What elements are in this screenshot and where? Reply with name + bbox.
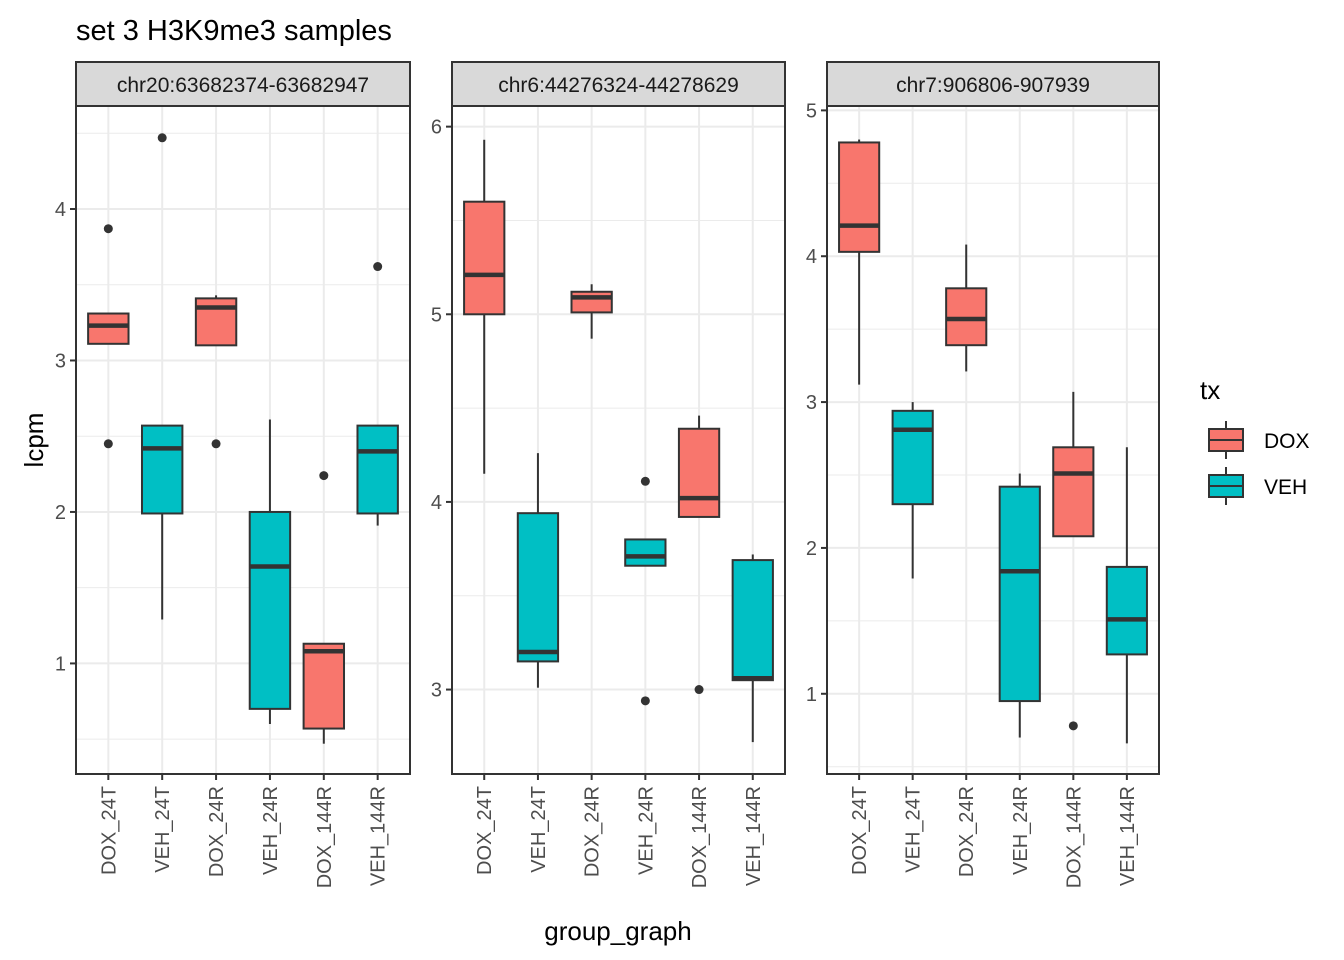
facet-panels: chr20:63682374-63682947 1 2 3 4 DOX_24T VEH_24… xyxy=(55,61,1160,888)
box-veh-144r xyxy=(356,262,399,526)
box-dox-24t xyxy=(463,139,506,474)
facet-strip-label: chr7:906806-907939 xyxy=(896,74,1090,97)
legend-entry-veh: VEH xyxy=(1208,467,1307,505)
box-iqr xyxy=(463,200,506,316)
x-tick-label: VEH_144R xyxy=(1117,786,1139,886)
x-tick-label: VEH_24R xyxy=(260,786,282,875)
box-veh-24t xyxy=(140,133,184,620)
outlier-point xyxy=(694,685,704,695)
x-tick-label: VEH_24T xyxy=(903,786,925,873)
box-iqr xyxy=(677,427,721,518)
box-dox-144r xyxy=(677,415,721,695)
y-tick-label: 2 xyxy=(806,538,817,560)
x-tick-label: DOX_24T xyxy=(849,786,871,875)
legend-title: tx xyxy=(1200,375,1220,405)
box-iqr xyxy=(891,409,934,506)
y-tick-label: 1 xyxy=(806,684,817,706)
facet-strip xyxy=(826,61,1160,107)
y-tick-label: 4 xyxy=(55,199,66,221)
box-veh-24r xyxy=(624,476,667,706)
box-dox-24t xyxy=(87,224,130,449)
x-tick-label: DOX_24R xyxy=(956,786,978,877)
x-tick-label: VEH_144R xyxy=(368,786,390,886)
box-dox-24t xyxy=(838,139,881,385)
facet-strip xyxy=(451,61,786,107)
box-veh-24r xyxy=(998,473,1041,738)
y-tick-label: 3 xyxy=(431,680,442,702)
box-dox-144r xyxy=(302,471,346,744)
panel-background xyxy=(827,106,1159,774)
x-tick-label: DOX_24R xyxy=(206,786,228,877)
box-iqr xyxy=(140,424,184,515)
box-dox-24r xyxy=(194,295,238,449)
box-iqr xyxy=(248,510,292,710)
y-axis-title: lcpm xyxy=(19,413,49,468)
legend: tx DOX VEH xyxy=(1200,375,1310,505)
x-tick-label: VEH_144R xyxy=(743,786,765,886)
outlier-point xyxy=(1068,721,1078,731)
box-dox-24r xyxy=(945,244,988,372)
outlier-point xyxy=(373,262,383,272)
x-tick-label: DOX_144R xyxy=(1063,786,1085,888)
x-tick-label: DOX_24T xyxy=(474,786,496,875)
y-tick-label: 1 xyxy=(55,653,66,675)
y-tick-label: 3 xyxy=(806,392,817,414)
box-veh-24r xyxy=(248,419,292,725)
panel-background xyxy=(452,106,785,774)
box-veh-144r xyxy=(731,554,774,743)
x-tick-label: DOX_144R xyxy=(689,786,711,888)
box-iqr xyxy=(516,512,560,663)
y-tick-label: 5 xyxy=(806,100,817,122)
outlier-point xyxy=(640,476,650,486)
legend-entry-dox: DOX xyxy=(1208,421,1310,459)
y-tick-label: 4 xyxy=(806,246,817,268)
box-iqr xyxy=(1052,446,1095,538)
box-iqr xyxy=(87,312,130,345)
y-tick-label: 3 xyxy=(55,350,66,372)
x-tick-label: DOX_24R xyxy=(582,786,604,877)
facet-panel: chr7:906806-907939 1 2 3 4 5 DOX_24T VEH_24T DOX… xyxy=(806,61,1160,888)
facet-panel: chr20:63682374-63682947 1 2 3 4 DOX_24T VEH_24… xyxy=(55,61,411,888)
box-veh-144r xyxy=(1105,447,1148,744)
x-tick-label: DOX_24T xyxy=(98,786,120,875)
outlier-point xyxy=(103,224,113,234)
legend-label: VEH xyxy=(1264,476,1307,499)
outlier-point xyxy=(103,439,113,449)
y-tick-label: 4 xyxy=(431,492,442,514)
box-iqr xyxy=(731,559,774,682)
facet-strip-label: chr20:63682374-63682947 xyxy=(117,74,369,97)
box-iqr xyxy=(356,424,399,515)
x-tick-label: VEH_24R xyxy=(635,786,657,875)
facet-strip-label: chr6:44276324-44278629 xyxy=(498,74,739,97)
box-iqr xyxy=(570,290,613,314)
x-tick-label: VEH_24T xyxy=(528,786,550,873)
facet-strip xyxy=(75,61,411,107)
box-veh-24t xyxy=(516,453,560,688)
x-tick-label: VEH_24R xyxy=(1010,786,1032,875)
y-tick-label: 2 xyxy=(55,502,66,524)
facet-panel: chr6:44276324-44278629 3 4 5 6 DOX_24T VEH_24T… xyxy=(431,61,786,888)
y-tick-label: 6 xyxy=(431,117,442,139)
box-dox-24r xyxy=(570,284,613,339)
outlier-point xyxy=(640,696,650,706)
box-veh-24t xyxy=(891,402,934,579)
chart-title: set 3 H3K9me3 samples xyxy=(76,15,392,47)
box-iqr xyxy=(838,141,881,253)
x-tick-label: DOX_144R xyxy=(314,786,336,888)
box-iqr xyxy=(302,642,346,730)
box-iqr xyxy=(1105,565,1148,656)
box-iqr xyxy=(998,485,1041,703)
y-tick-label: 5 xyxy=(431,304,442,326)
outlier-point xyxy=(211,439,221,449)
box-iqr xyxy=(624,538,667,567)
x-tick-label: VEH_24T xyxy=(152,786,174,873)
outlier-point xyxy=(319,471,329,481)
box-dox-144r xyxy=(1052,391,1095,731)
x-axis-title: group_graph xyxy=(544,916,691,946)
outlier-point xyxy=(157,133,167,143)
legend-label: DOX xyxy=(1264,430,1310,453)
